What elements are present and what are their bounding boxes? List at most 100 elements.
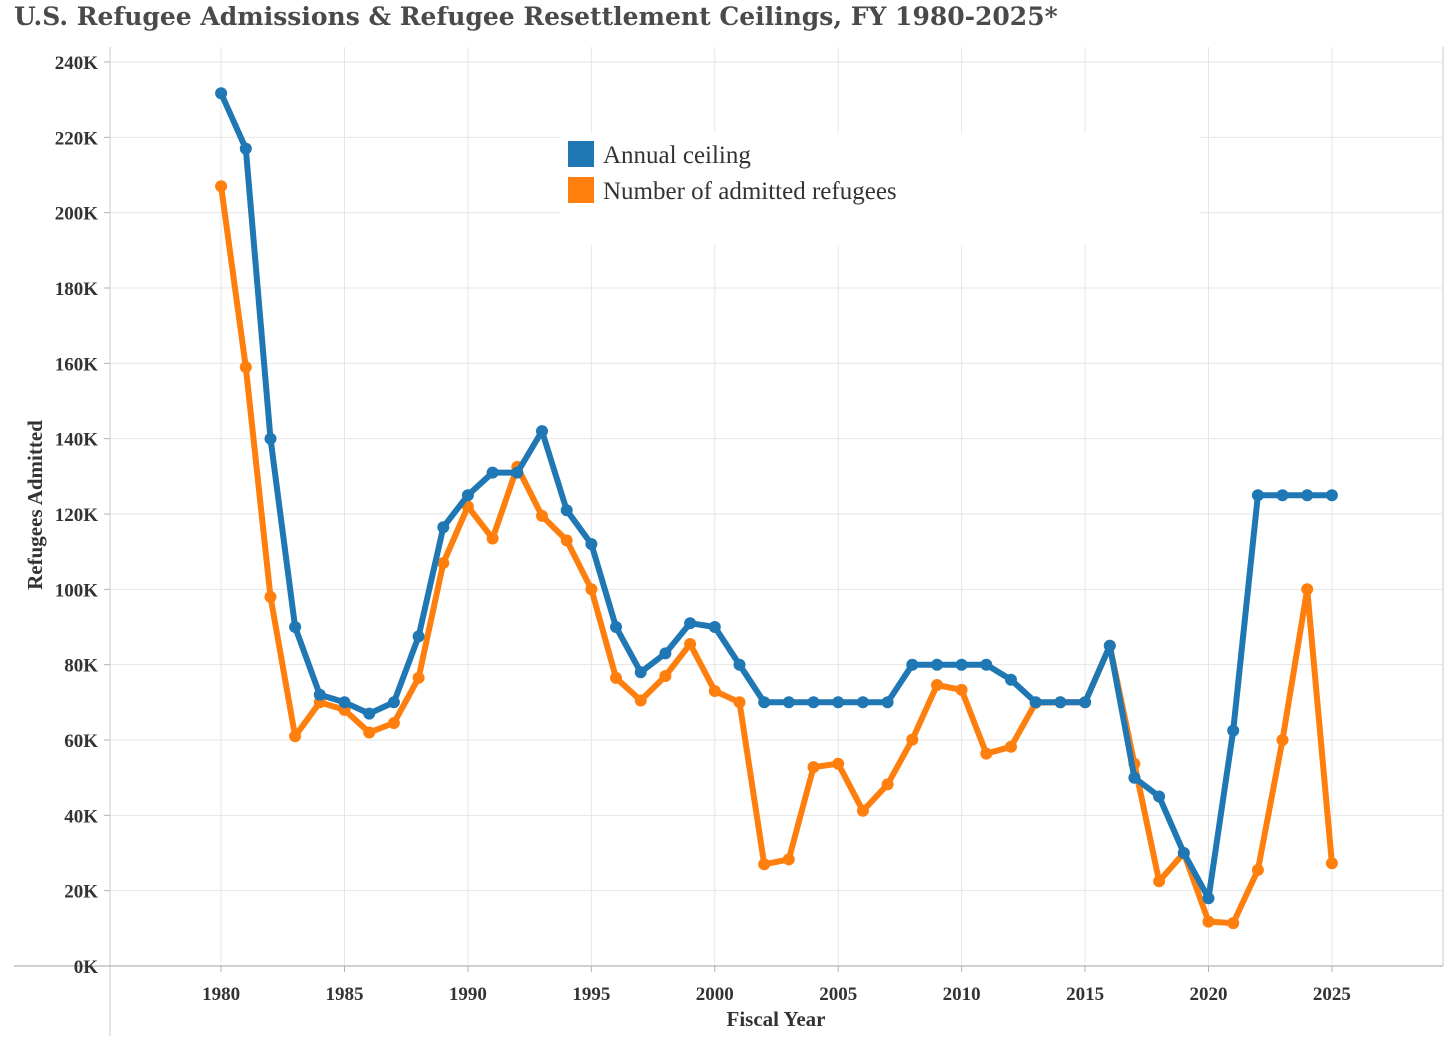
- data-point-admitted: [782, 853, 795, 866]
- data-point-admitted: [881, 778, 894, 791]
- data-point-ceiling: [1153, 790, 1166, 803]
- data-point-admitted: [264, 590, 277, 603]
- y-tick-label: 0K: [74, 957, 99, 978]
- data-point-ceiling: [856, 696, 869, 709]
- data-point-ceiling: [387, 696, 400, 709]
- data-point-admitted: [931, 679, 943, 691]
- y-tick-label: 240K: [55, 53, 99, 74]
- data-point-ceiling: [955, 658, 968, 671]
- data-point-admitted: [1227, 917, 1240, 930]
- data-point-admitted: [1153, 875, 1166, 888]
- data-point-ceiling: [1227, 724, 1240, 737]
- y-tick-label: 220K: [55, 128, 99, 149]
- y-tick-label: 60K: [64, 731, 98, 752]
- data-point-ceiling: [708, 621, 721, 633]
- y-tick-label: 200K: [55, 204, 99, 225]
- series-ceiling: [215, 87, 1338, 905]
- data-point-admitted: [1276, 734, 1289, 746]
- data-point-ceiling: [931, 658, 943, 671]
- data-point-admitted: [906, 733, 919, 746]
- data-point-ceiling: [437, 521, 450, 534]
- y-tick-label: 120K: [55, 505, 99, 526]
- y-axis-title: Refugees Admitted: [23, 420, 47, 590]
- x-tick-label: 1990: [449, 984, 487, 1005]
- legend-background: [560, 133, 1200, 245]
- data-point-ceiling: [659, 647, 672, 660]
- data-point-ceiling: [758, 696, 771, 709]
- data-point-admitted: [610, 671, 622, 684]
- data-point-admitted: [733, 696, 746, 709]
- data-point-ceiling: [807, 696, 820, 709]
- series-line-ceiling: [218, 90, 1335, 902]
- data-point-admitted: [856, 804, 869, 817]
- data-point-ceiling: [313, 688, 326, 701]
- y-tick-label: 160K: [55, 354, 99, 375]
- data-point-admitted: [387, 717, 400, 729]
- data-point-ceiling: [906, 658, 919, 671]
- data-point-ceiling: [1325, 489, 1338, 502]
- data-point-admitted: [560, 534, 573, 547]
- y-tick-label: 20K: [64, 882, 98, 903]
- data-point-ceiling: [782, 696, 795, 709]
- data-point-ceiling: [338, 696, 351, 709]
- data-point-admitted: [1325, 857, 1338, 870]
- legend-label-ceiling: Annual ceiling: [603, 142, 751, 169]
- x-tick-label: 1985: [326, 984, 364, 1005]
- x-tick-label: 2005: [819, 984, 857, 1005]
- y-tick-label: 140K: [55, 430, 99, 451]
- x-tick-label: 1995: [572, 984, 610, 1005]
- data-point-ceiling: [289, 621, 302, 633]
- y-tick-label: 80K: [64, 656, 98, 677]
- data-point-admitted: [1251, 864, 1264, 876]
- x-axis-title: Fiscal Year: [727, 1007, 826, 1031]
- y-tick-label: 100K: [55, 580, 99, 601]
- data-point-ceiling: [832, 696, 845, 709]
- data-point-ceiling: [634, 666, 647, 679]
- data-point-ceiling: [1202, 892, 1215, 905]
- data-point-admitted: [363, 726, 376, 739]
- data-point-admitted: [758, 858, 771, 871]
- legend: Annual ceiling Number of admitted refuge…: [560, 133, 1200, 245]
- data-point-ceiling: [486, 466, 499, 479]
- data-point-admitted: [1005, 740, 1017, 753]
- data-point-ceiling: [1079, 696, 1092, 709]
- x-tick-label: 2015: [1066, 984, 1104, 1005]
- x-tick-label: 2010: [943, 984, 981, 1005]
- x-tick-label: 2025: [1313, 984, 1351, 1005]
- data-point-admitted: [634, 694, 647, 707]
- data-point-ceiling: [610, 621, 622, 633]
- data-point-ceiling: [585, 538, 598, 551]
- data-point-admitted: [708, 685, 721, 697]
- data-point-admitted: [215, 180, 228, 193]
- data-point-ceiling: [684, 617, 697, 630]
- x-tick-label: 1980: [202, 984, 240, 1005]
- data-point-ceiling: [1177, 847, 1190, 859]
- gridlines: [110, 47, 1443, 966]
- series-line-admitted: [218, 183, 1335, 927]
- data-point-admitted: [239, 361, 252, 374]
- data-point-ceiling: [1054, 696, 1067, 709]
- y-tick-label: 40K: [64, 806, 98, 827]
- data-point-ceiling: [461, 489, 474, 502]
- series: [215, 87, 1338, 930]
- data-point-ceiling: [980, 658, 993, 671]
- data-point-admitted: [486, 532, 499, 545]
- data-point-admitted: [536, 509, 548, 522]
- data-point-admitted: [289, 730, 302, 743]
- data-point-ceiling: [1103, 639, 1116, 652]
- legend-swatch-admitted: [568, 177, 594, 203]
- data-point-ceiling: [215, 87, 228, 100]
- data-point-admitted: [585, 583, 598, 596]
- data-point-ceiling: [363, 707, 376, 720]
- data-point-ceiling: [881, 696, 894, 709]
- chart-title: U.S. Refugee Admissions & Refugee Resett…: [14, 2, 1058, 31]
- x-tick-label: 2000: [696, 984, 734, 1005]
- data-point-admitted: [980, 747, 993, 760]
- data-point-ceiling: [1276, 489, 1289, 502]
- data-point-ceiling: [1005, 673, 1017, 686]
- data-point-admitted: [1301, 583, 1314, 596]
- data-point-admitted: [1202, 915, 1215, 928]
- data-point-admitted: [955, 683, 968, 696]
- y-tick-label: 180K: [55, 279, 99, 300]
- data-point-ceiling: [1301, 489, 1314, 502]
